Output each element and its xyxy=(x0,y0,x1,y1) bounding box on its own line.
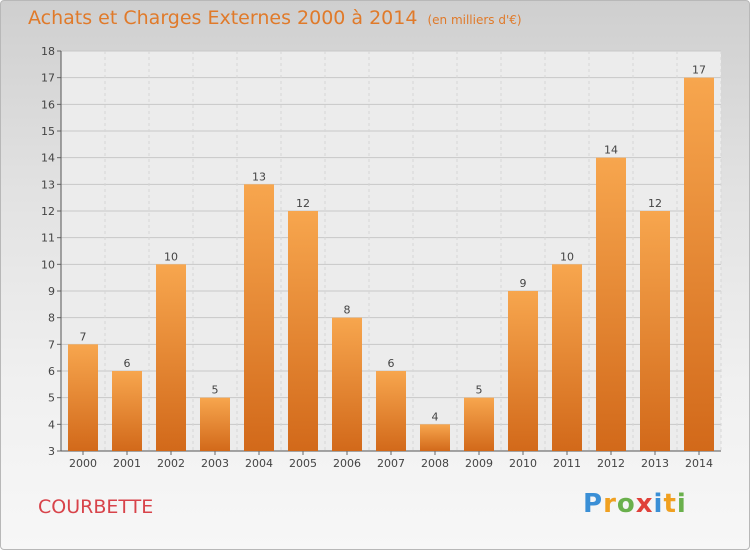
x-tick-label: 2012 xyxy=(597,457,625,470)
chart-unit: (en milliers d'€) xyxy=(427,13,522,27)
x-tick-label: 2011 xyxy=(553,457,581,470)
x-tick-label: 2006 xyxy=(333,457,361,470)
y-tick-label: 10 xyxy=(41,258,55,271)
y-tick-label: 18 xyxy=(41,45,55,58)
value-label: 6 xyxy=(124,357,131,370)
x-tick-label: 2003 xyxy=(201,457,229,470)
bar xyxy=(332,317,362,451)
value-label: 17 xyxy=(692,64,706,77)
value-label: 10 xyxy=(164,250,178,263)
value-label: 5 xyxy=(212,384,219,397)
value-label: 5 xyxy=(476,384,483,397)
y-tick-label: 13 xyxy=(41,178,55,191)
value-label: 12 xyxy=(296,197,310,210)
value-label: 8 xyxy=(344,304,351,317)
bar xyxy=(288,211,318,451)
x-tick-label: 2001 xyxy=(113,457,141,470)
bar xyxy=(112,371,142,451)
value-label: 12 xyxy=(648,197,662,210)
value-label: 4 xyxy=(432,410,439,423)
x-tick-label: 2014 xyxy=(685,457,713,470)
bar xyxy=(552,264,582,451)
value-label: 9 xyxy=(520,277,527,290)
bar xyxy=(684,77,714,452)
bar xyxy=(68,344,98,451)
x-tick-label: 2002 xyxy=(157,457,185,470)
bar xyxy=(464,397,494,451)
y-tick-label: 16 xyxy=(41,98,55,111)
bar xyxy=(200,397,230,451)
value-label: 14 xyxy=(604,144,618,157)
x-tick-label: 2009 xyxy=(465,457,493,470)
y-tick-label: 6 xyxy=(48,365,55,378)
x-tick-label: 2000 xyxy=(69,457,97,470)
y-tick-label: 8 xyxy=(48,312,55,325)
bar xyxy=(640,211,670,451)
value-label: 13 xyxy=(252,170,266,183)
y-tick-label: 15 xyxy=(41,125,55,138)
y-tick-label: 7 xyxy=(48,338,55,351)
y-tick-label: 5 xyxy=(48,392,55,405)
y-tick-label: 11 xyxy=(41,232,55,245)
x-tick-label: 2013 xyxy=(641,457,669,470)
x-tick-label: 2010 xyxy=(509,457,537,470)
x-tick-label: 2004 xyxy=(245,457,273,470)
bar xyxy=(244,184,274,452)
y-tick-label: 3 xyxy=(48,445,55,458)
value-label: 10 xyxy=(560,250,574,263)
y-tick-label: 9 xyxy=(48,285,55,298)
x-tick-label: 2005 xyxy=(289,457,317,470)
chart-title: Achats et Charges Externes 2000 à 2014 xyxy=(28,7,418,29)
value-label: 7 xyxy=(80,330,87,343)
bar xyxy=(376,371,406,451)
y-tick-label: 17 xyxy=(41,72,55,85)
chart-title-block: Achats et Charges Externes 2000 à 2014 (e… xyxy=(28,7,522,29)
y-tick-label: 14 xyxy=(41,152,55,165)
x-tick-label: 2007 xyxy=(377,457,405,470)
bar xyxy=(596,157,626,451)
bar xyxy=(156,264,186,451)
proxiti-logo[interactable]: Proxiti xyxy=(583,489,687,519)
y-tick-label: 4 xyxy=(48,418,55,431)
bar xyxy=(420,424,450,451)
bar xyxy=(508,291,538,451)
x-tick-label: 2008 xyxy=(421,457,449,470)
value-label: 6 xyxy=(388,357,395,370)
y-tick-label: 12 xyxy=(41,205,55,218)
commune-name: COURBETTE xyxy=(38,496,154,518)
